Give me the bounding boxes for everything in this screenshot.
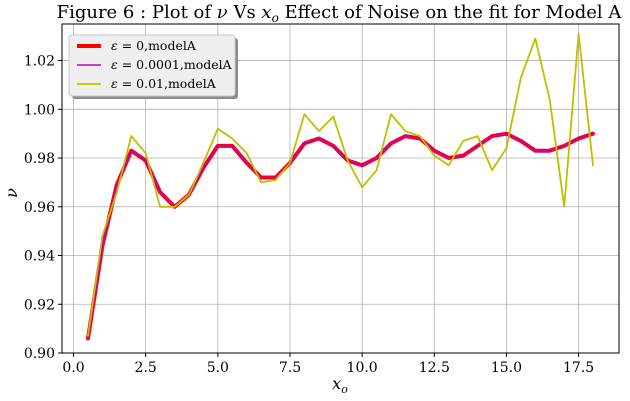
x-tick-label: 15.0 <box>491 360 522 376</box>
y-tick-label: 0.94 <box>24 249 55 265</box>
x-tick-label: 2.5 <box>135 360 157 376</box>
series-layer <box>86 32 595 341</box>
x-tick-label: 17.5 <box>563 360 594 376</box>
legend-label-2: ε = 0.01,modelA <box>111 76 217 91</box>
y-tick-label: 0.96 <box>24 200 55 216</box>
x-tick-label: 10.0 <box>347 360 378 376</box>
chart-title: Figure 6 : Plot of ν Vs xo Effect of Noi… <box>57 2 623 25</box>
x-tick-label: 5.0 <box>207 360 229 376</box>
legend-box <box>68 34 236 97</box>
x-tick-label: 7.5 <box>279 360 301 376</box>
legend-label-1: ε = 0.0001,modelA <box>111 57 233 72</box>
y-axis-label: ν <box>2 188 21 198</box>
x-axis-label: xo <box>332 374 348 396</box>
y-tick-label: 1.02 <box>24 54 55 70</box>
x-ticks: 0.0 2.5 5.0 7.5 10.0 12.5 15.0 17.5 <box>62 353 594 376</box>
legend: ε = 0,modelA ε = 0.0001,modelA ε = 0.01,mo… <box>68 34 238 99</box>
x-tick-label: 0.0 <box>62 360 84 376</box>
y-ticks: 0.90 0.92 0.94 0.96 0.98 1.00 1.02 <box>24 54 62 362</box>
y-tick-label: 0.90 <box>24 346 55 362</box>
plot-frame <box>61 23 620 354</box>
y-tick-label: 0.92 <box>24 297 55 313</box>
legend-label-0: ε = 0,modelA <box>111 38 197 53</box>
y-tick-label: 0.98 <box>24 151 55 167</box>
x-tick-label: 12.5 <box>419 360 450 376</box>
y-tick-label: 1.00 <box>24 102 55 118</box>
series-line-2 <box>87 32 594 337</box>
